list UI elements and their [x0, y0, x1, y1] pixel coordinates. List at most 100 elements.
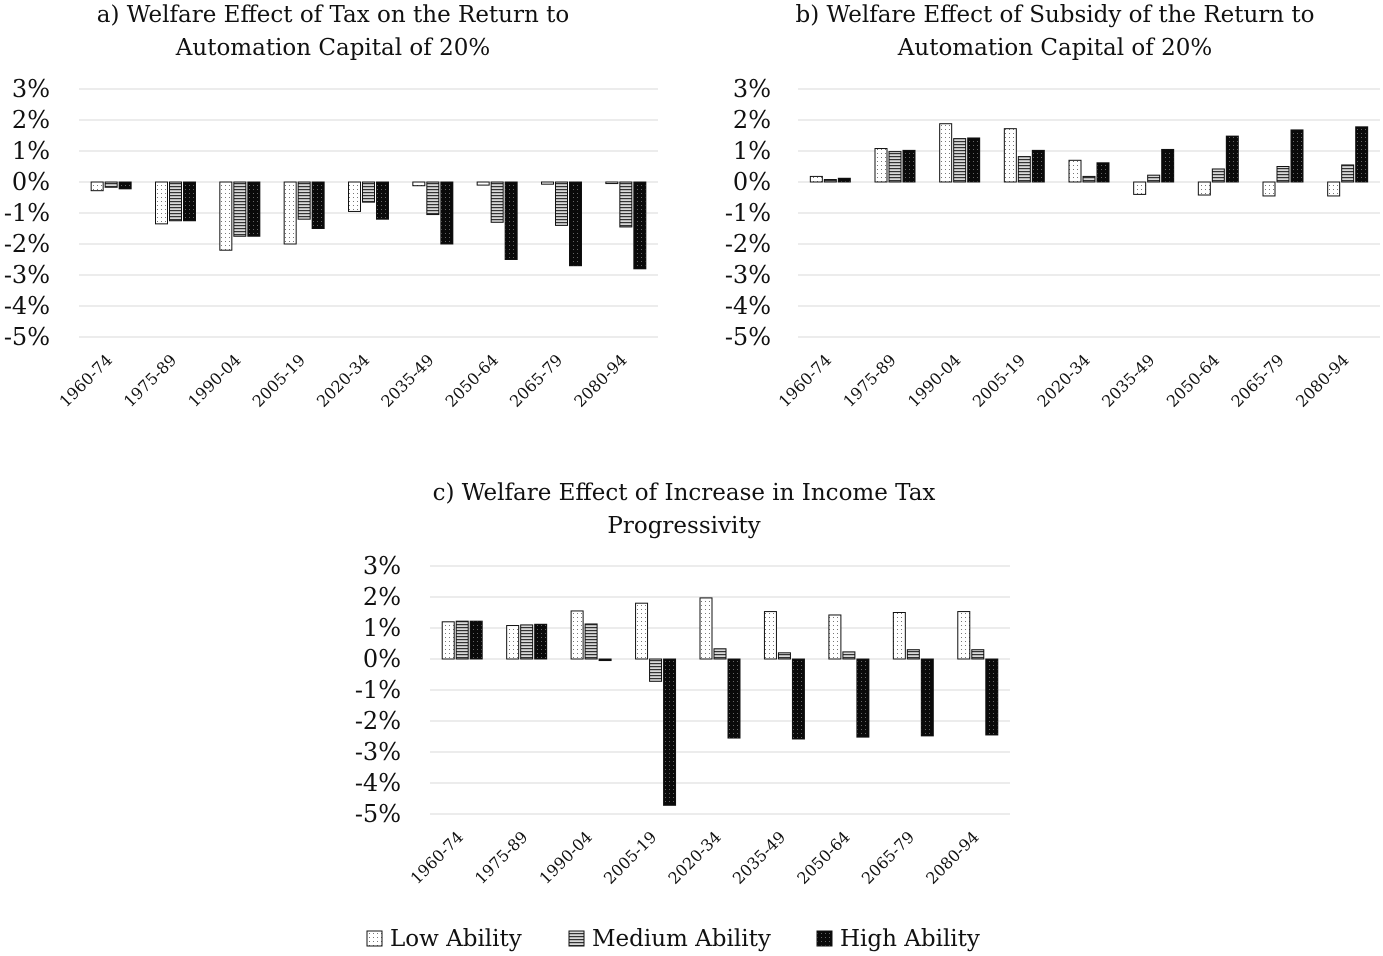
chart-b-bar-low-2005-19 — [1003, 128, 1017, 183]
chart-b-bar-high-2065-79 — [1290, 129, 1304, 183]
legend: Low Ability Medium Ability High Ability — [366, 926, 980, 952]
chart-a-bar-medium-1990-04 — [233, 181, 247, 237]
chart-c-bar-medium-1960-74 — [455, 620, 469, 660]
chart-c-bar-medium-1990-04 — [584, 623, 598, 660]
chart-c-xtick-label: 2065-79 — [858, 827, 918, 887]
legend-label-low-ability: Low Ability — [390, 926, 522, 952]
chart-b-bar-high-1975-89 — [902, 149, 916, 183]
chart-b-bar-low-2065-79 — [1262, 181, 1276, 197]
chart-c-bar-low-2050-64 — [828, 614, 842, 660]
chart-b-xtick-label: 2050-64 — [1163, 350, 1223, 410]
chart-a-bar-high-1990-04 — [247, 181, 261, 237]
chart-c-bar-low-2080-94 — [957, 611, 971, 660]
chart-a-bar-high-2020-34 — [376, 181, 389, 220]
chart-b-ytick-label: -2% — [725, 230, 771, 258]
chart-a-bar-low-2065-79 — [541, 181, 554, 185]
chart-a-bar-high-2065-79 — [569, 181, 582, 267]
chart-a-bar-medium-2065-79 — [555, 181, 568, 226]
chart-c-bar-medium-2020-34 — [713, 648, 727, 660]
chart-b-bar-medium-1960-74 — [823, 179, 837, 183]
chart-b-bar-medium-1975-89 — [888, 151, 902, 183]
chart-a-bar-medium-2035-49 — [426, 181, 440, 216]
chart-b-ytick-label: -5% — [725, 323, 771, 351]
chart-c-bar-high-2020-34 — [727, 658, 741, 739]
chart-c-ytick-label: -1% — [355, 676, 401, 704]
chart-a-title-line-1: a) Welfare Effect of Tax on the Return t… — [97, 2, 569, 28]
chart-a-xtick-label: 1960-74 — [56, 350, 116, 410]
chart-c-bar-high-2035-49 — [791, 658, 805, 740]
chart-a-bar-low-2035-49 — [412, 181, 426, 187]
chart-a-ytick-label: -1% — [4, 199, 50, 227]
chart-b-xtick-label: 2080-94 — [1292, 350, 1352, 410]
legend-swatch-medium-ability — [568, 930, 585, 947]
chart-b-ytick-label: -3% — [725, 261, 771, 289]
chart-b-xtick-label: 2005-19 — [969, 350, 1029, 410]
chart-a-xtick-label: 1990-04 — [184, 350, 244, 410]
chart-c-bar-medium-1975-89 — [520, 624, 534, 660]
chart-b-bar-high-2035-49 — [1161, 148, 1175, 183]
chart-c-xtick-label: 2080-94 — [922, 827, 982, 887]
chart-a-xtick-label: 2020-34 — [313, 350, 373, 410]
chart-b-xtick-label: 2020-34 — [1033, 350, 1093, 410]
chart-a-xtick-label: 1975-89 — [120, 350, 180, 410]
chart-a-bar-high-2080-94 — [633, 181, 647, 270]
chart-a-xtick-label: 2050-64 — [442, 350, 502, 410]
chart-a-bar-low-1975-89 — [155, 181, 168, 225]
chart-a-bar-high-1975-89 — [183, 181, 196, 222]
chart-a-bar-medium-2020-34 — [362, 181, 375, 203]
chart-c-ytick-label: -2% — [355, 707, 401, 735]
chart-b-bar-low-1990-04 — [939, 123, 953, 183]
chart-c-title-line-1: c) Welfare Effect of Increase in Income … — [433, 480, 936, 506]
chart-c-ytick-label: 1% — [363, 614, 401, 642]
chart-a-bar-medium-1975-89 — [169, 181, 182, 222]
chart-c-xtick-label: 1990-04 — [535, 827, 595, 887]
chart-c-bar-low-2005-19 — [635, 602, 649, 660]
chart-c-xtick-label: 2035-49 — [729, 827, 789, 887]
chart-b-bar-medium-2080-94 — [1341, 164, 1355, 183]
chart-c-bar-low-2020-34 — [699, 597, 713, 660]
chart-c-xtick-label: 2005-19 — [600, 827, 660, 887]
chart-a-bar-medium-2005-19 — [297, 181, 311, 220]
chart-b-ytick-label: -1% — [725, 199, 771, 227]
chart-a-bar-high-1960-74 — [118, 181, 132, 190]
chart-a-title-line-2: Automation Capital of 20% — [175, 35, 490, 61]
chart-c-bar-medium-2005-19 — [649, 658, 663, 682]
chart-a-ytick-label: 1% — [12, 137, 50, 165]
chart-a-bar-medium-2050-64 — [490, 181, 504, 223]
chart-c-xtick-label: 2020-34 — [664, 827, 724, 887]
chart-a-bar-low-2005-19 — [283, 181, 297, 245]
chart-b-bar-low-2020-34 — [1068, 159, 1082, 183]
chart-a-bar-low-2080-94 — [605, 181, 619, 185]
chart-b-xtick-label: 2065-79 — [1227, 350, 1287, 410]
chart-c-bar-high-1960-74 — [469, 620, 483, 660]
chart-b-bar-medium-1990-04 — [953, 138, 967, 183]
chart-a-bar-medium-2080-94 — [619, 181, 633, 228]
chart-a-ytick-label: 2% — [12, 106, 50, 134]
chart-b-bar-high-2005-19 — [1031, 149, 1045, 183]
chart-b-ytick-label: 2% — [733, 106, 771, 134]
chart-c-bar-high-2050-64 — [856, 658, 870, 738]
legend-label-medium-ability: Medium Ability — [592, 926, 771, 952]
chart-b-bar-high-1960-74 — [837, 177, 851, 183]
chart-a-bar-high-2050-64 — [504, 181, 518, 260]
chart-a-bar-high-2035-49 — [440, 181, 454, 245]
chart-a-ytick-label: -4% — [4, 292, 50, 320]
legend-label-high-ability: High Ability — [840, 926, 980, 952]
chart-a-bar-low-2020-34 — [348, 181, 361, 212]
chart-c-ytick-label: -3% — [355, 738, 401, 766]
chart-b-title-line-1: b) Welfare Effect of Subsidy of the Retu… — [795, 2, 1314, 28]
chart-b-bar-medium-2005-19 — [1017, 156, 1031, 183]
chart-c-bar-medium-2035-49 — [777, 652, 791, 660]
chart-a-bar-low-1990-04 — [219, 181, 233, 251]
chart-b-bar-high-2050-64 — [1225, 135, 1239, 183]
chart-a-welfare-tax-automation-capital: a) Welfare Effect of Tax on the Return t… — [4, 2, 658, 411]
chart-b-ytick-label: 1% — [733, 137, 771, 165]
chart-c-bar-high-2065-79 — [920, 658, 934, 737]
chart-c-bar-high-1990-04 — [598, 658, 612, 662]
chart-b-welfare-subsidy-automation-capital: b) Welfare Effect of Subsidy of the Retu… — [725, 2, 1380, 411]
chart-c-bar-low-1960-74 — [441, 621, 455, 660]
chart-b-plot-area: 3% 2% 1% 0% -1% -2% -3% -4% -5%1960-74 1975-89 199… — [725, 75, 1380, 411]
chart-b-bar-medium-2065-79 — [1276, 166, 1290, 183]
chart-a-xtick-label: 2065-79 — [506, 350, 566, 410]
chart-a-xtick-label: 2035-49 — [377, 350, 437, 410]
